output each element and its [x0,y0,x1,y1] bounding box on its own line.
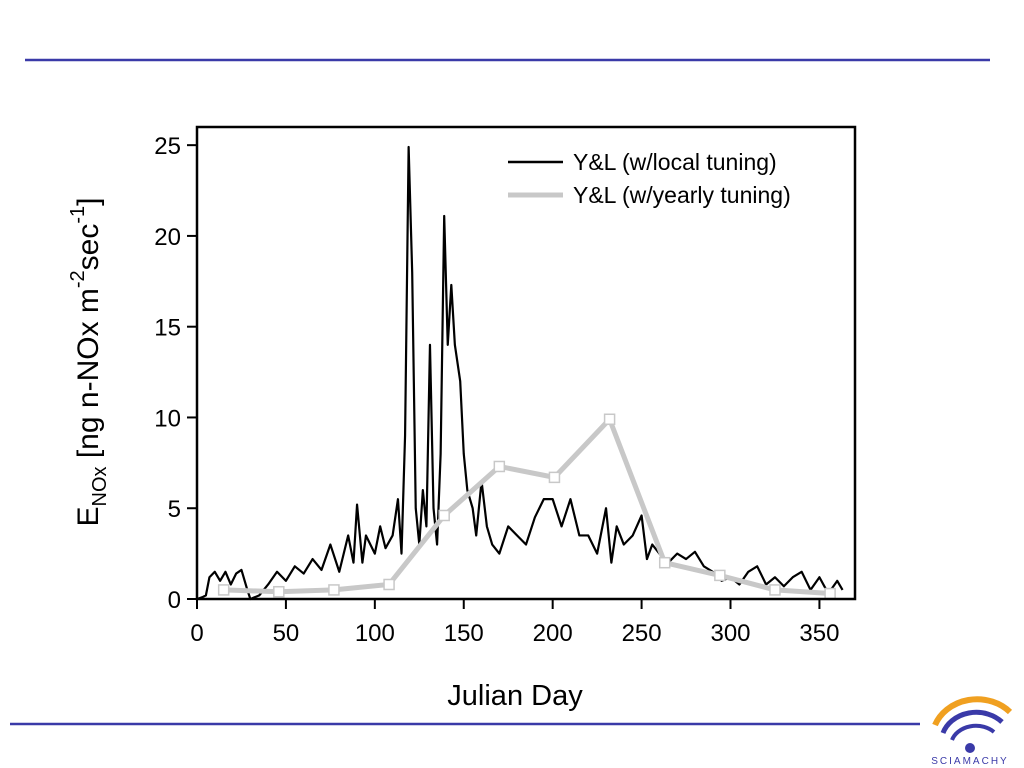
logo-arc [950,723,996,741]
legend-label: Y&L (w/yearly tuning) [573,182,791,208]
x-tick-label: 50 [273,620,300,647]
y-tick-label: 10 [154,405,181,432]
series-line [223,416,831,597]
x-tick-label: 100 [355,620,395,647]
series-line [196,145,844,601]
y-label-part: -1 [67,206,89,224]
x-tick-label: 350 [799,620,839,647]
logo-text: SCIAMACHY [931,756,1008,767]
series-marker [714,569,726,582]
series-marker [824,587,836,600]
series-marker [658,556,671,569]
x-tick-label: 200 [533,620,573,647]
y-label-part: [ng n-NOx m [72,288,105,466]
x-tick-label: 150 [444,620,484,647]
x-tick-label: 300 [710,620,750,647]
y-label-part: ] [72,197,105,205]
x-tick-label: 0 [190,620,203,647]
series-marker [328,584,340,596]
y-tick-label: 0 [168,587,181,614]
y-axis-label: ENOx [ng n-NOx m-2sec-1] [67,197,111,526]
legend-label: Y&L (w/local tuning) [573,149,777,175]
series-marker [438,509,450,522]
series-marker [548,471,561,484]
logo-dot [965,743,975,753]
series-marker [273,585,285,598]
y-tick-label: 15 [154,315,181,342]
y-tick-label: 25 [154,133,181,160]
y-label-part: sec [72,224,105,271]
x-axis-label: Julian Day [447,680,583,712]
logo-arc [932,696,1013,727]
series-marker [603,413,616,426]
x-tick-label: 250 [622,620,662,647]
plot-frame [195,125,857,601]
y-label-part: -2 [67,270,89,288]
logo-arc [940,709,1004,735]
logo: SCIAMACHY [931,696,1013,767]
y-tick-label: 20 [154,224,181,251]
y-label-part: E [72,506,105,526]
y-label-part: NOx [89,466,111,506]
series-marker [217,584,230,596]
series-marker [493,460,506,473]
series-marker [769,584,781,596]
series-marker [383,578,395,591]
y-tick-label: 5 [168,496,181,523]
